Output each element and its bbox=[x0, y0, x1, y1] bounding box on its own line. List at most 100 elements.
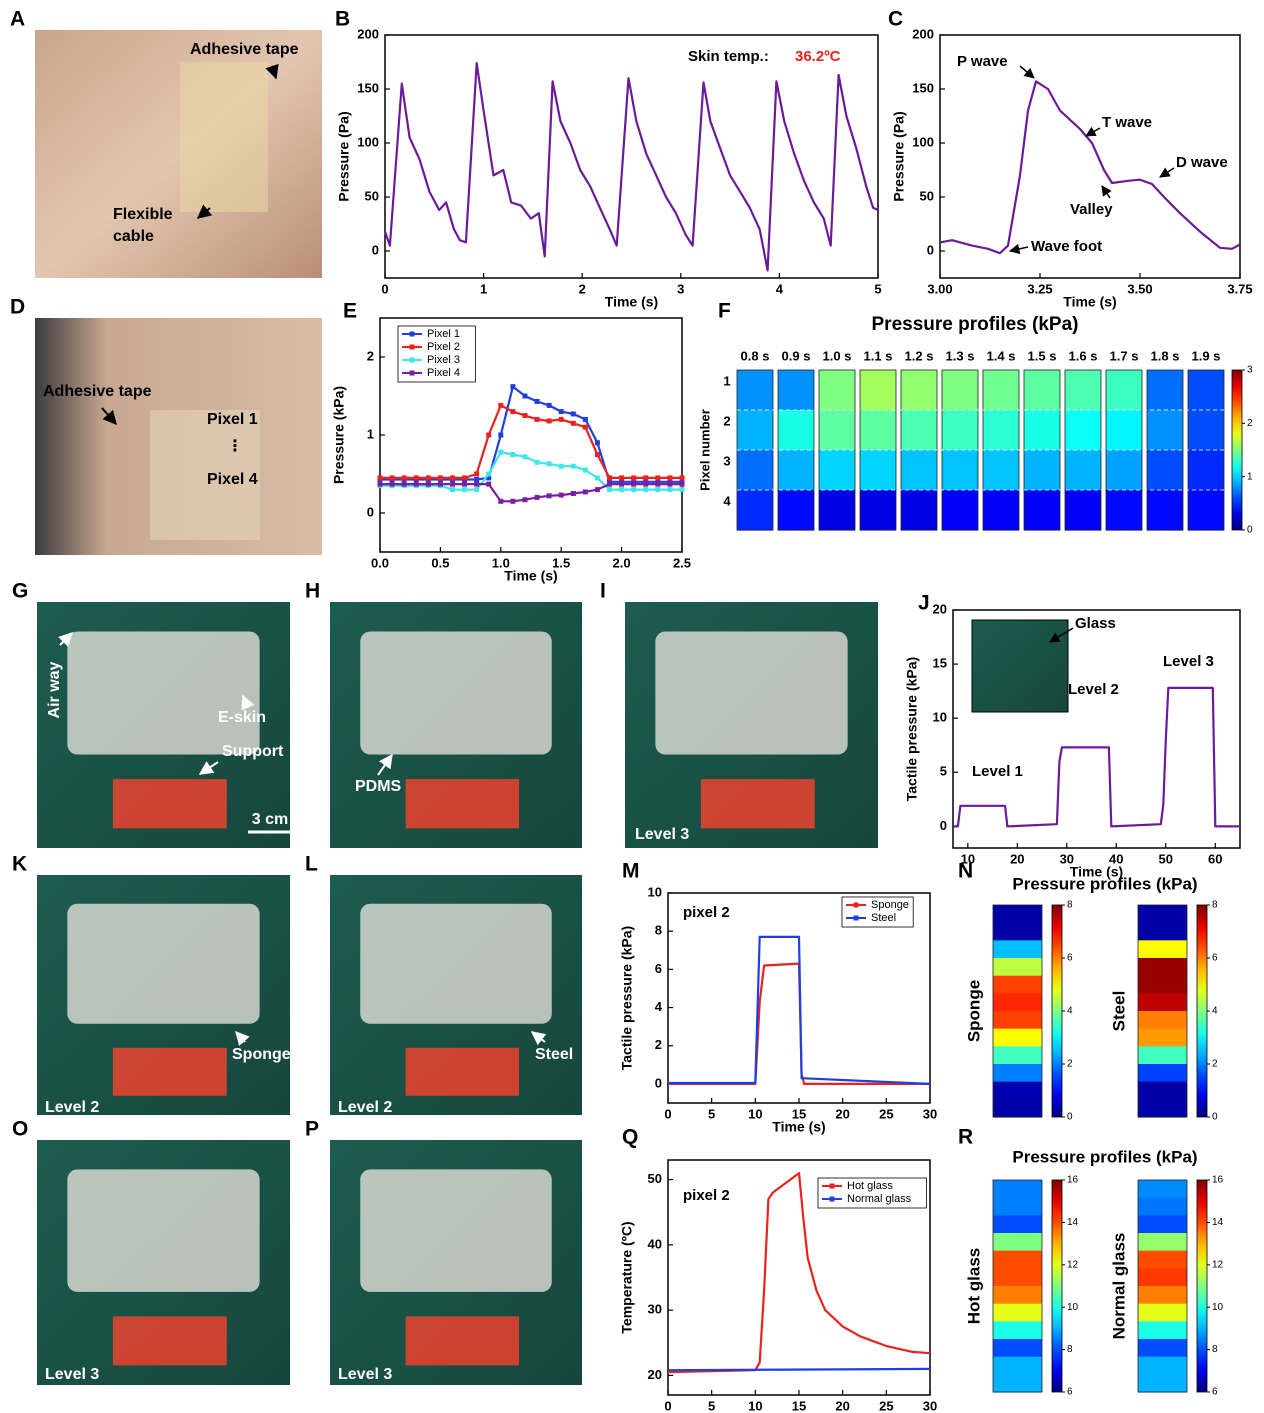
colorbar-tick-label: 10 bbox=[1067, 1302, 1079, 1313]
colorbar-tick-label: 4 bbox=[1067, 1006, 1073, 1017]
y-axis-label: Pressure (kPa) bbox=[331, 386, 347, 484]
heat-cell bbox=[993, 1064, 1042, 1082]
series-marker bbox=[378, 475, 383, 480]
x-tick-label: 20 bbox=[1010, 851, 1024, 866]
series-marker bbox=[559, 409, 564, 414]
red-support bbox=[113, 779, 227, 828]
series-marker bbox=[559, 493, 564, 498]
series-marker bbox=[607, 482, 612, 487]
heat-cell bbox=[1024, 370, 1060, 411]
heat-cell bbox=[1106, 450, 1142, 491]
legend-marker bbox=[410, 345, 415, 350]
legend-label: Pixel 4 bbox=[427, 367, 460, 379]
heat-cell bbox=[1188, 370, 1224, 411]
column-label: Normal glass bbox=[1109, 1233, 1128, 1340]
series-marker bbox=[414, 482, 419, 487]
series-marker bbox=[390, 475, 395, 480]
series-marker bbox=[643, 487, 648, 492]
x-tick-label: 0.5 bbox=[431, 555, 449, 570]
series-marker bbox=[655, 475, 660, 480]
colorbar-tick-label: 6 bbox=[1212, 1387, 1218, 1398]
legend-label: Sponge bbox=[871, 899, 909, 911]
series-marker bbox=[595, 487, 600, 492]
series-marker bbox=[667, 482, 672, 487]
photo-annotation: Level 3 bbox=[338, 1366, 392, 1383]
series-marker bbox=[438, 475, 443, 480]
series-marker bbox=[498, 403, 503, 408]
heat-cell bbox=[993, 940, 1042, 958]
x-tick-label: 10 bbox=[748, 1398, 762, 1413]
series-marker bbox=[522, 394, 527, 399]
gripper bbox=[360, 904, 552, 1024]
photo-annotation: Sponge bbox=[232, 1046, 291, 1063]
x-tick-label: 20 bbox=[835, 1106, 849, 1121]
heat-cell bbox=[1138, 1180, 1187, 1198]
series-marker bbox=[450, 475, 455, 480]
series-marker bbox=[619, 475, 624, 480]
row-label: 4 bbox=[723, 493, 731, 508]
series-marker bbox=[547, 461, 552, 466]
series-marker bbox=[390, 482, 395, 487]
x-tick-label: 0 bbox=[381, 281, 388, 296]
heat-cell bbox=[983, 450, 1019, 491]
heat-cell bbox=[860, 410, 896, 451]
panel-label: O bbox=[12, 1118, 28, 1141]
heat-cell bbox=[819, 410, 855, 451]
y-tick-label: 40 bbox=[648, 1236, 662, 1251]
y-tick-label: 8 bbox=[655, 923, 662, 938]
heat-cell bbox=[983, 410, 1019, 451]
heat-cell bbox=[1147, 490, 1183, 531]
legend-marker bbox=[410, 371, 415, 376]
x-axis-label: Time (s) bbox=[504, 568, 557, 584]
y-tick-label: 150 bbox=[912, 80, 934, 95]
colorbar-tick-label: 3 bbox=[1247, 365, 1253, 376]
y-tick-label: 1 bbox=[367, 426, 374, 441]
y-tick-label: 50 bbox=[648, 1171, 662, 1186]
heat-cell bbox=[1138, 1011, 1187, 1029]
panel-label: F bbox=[718, 300, 731, 323]
heat-cell bbox=[993, 1374, 1042, 1392]
series-marker bbox=[402, 482, 407, 487]
y-tick-label: 0 bbox=[372, 242, 379, 257]
photo-annotation: Level 2 bbox=[338, 1099, 392, 1116]
heat-cell bbox=[1138, 1064, 1187, 1082]
x-tick-label: 25 bbox=[879, 1398, 893, 1413]
series-marker bbox=[643, 482, 648, 487]
x-tick-label: 20 bbox=[835, 1398, 849, 1413]
photo-annotation: cable bbox=[113, 228, 154, 245]
colorbar-tick-label: 12 bbox=[1212, 1259, 1224, 1270]
heat-cell bbox=[1106, 410, 1142, 451]
x-tick-label: 60 bbox=[1208, 851, 1222, 866]
x-tick-label: 0 bbox=[664, 1398, 671, 1413]
heat-cell bbox=[1024, 410, 1060, 451]
series-marker bbox=[510, 452, 515, 457]
panel-label: J bbox=[918, 592, 930, 615]
row-label: 2 bbox=[723, 413, 730, 428]
column-label: 1.0 s bbox=[823, 348, 852, 363]
arrow bbox=[1102, 186, 1110, 198]
heat-cell bbox=[778, 410, 814, 451]
colorbar bbox=[1052, 905, 1062, 1117]
series-marker bbox=[486, 433, 491, 438]
heat-cell bbox=[993, 1321, 1042, 1339]
x-tick-label: 30 bbox=[923, 1106, 937, 1121]
x-tick-label: 50 bbox=[1159, 851, 1173, 866]
inset-photo bbox=[972, 620, 1068, 712]
series-marker bbox=[450, 487, 455, 492]
series-marker bbox=[547, 418, 552, 423]
y-tick-label: 4 bbox=[655, 999, 663, 1014]
photo-annotation: PDMS bbox=[355, 778, 402, 795]
photo-annotation: ⋮ bbox=[227, 438, 243, 455]
heat-cell bbox=[942, 490, 978, 531]
column-label: 1.7 s bbox=[1110, 348, 1139, 363]
gripper bbox=[67, 904, 259, 1024]
photo-annotation: 3 cm bbox=[252, 811, 288, 828]
red-support bbox=[406, 1048, 519, 1096]
heatmap-title: Pressure profiles (kPa) bbox=[1012, 1147, 1197, 1166]
y-tick-label: 20 bbox=[648, 1367, 662, 1382]
heat-cell bbox=[737, 490, 773, 531]
y-axis-label: Tactile pressure (kPa) bbox=[619, 926, 635, 1070]
heat-cell bbox=[993, 1046, 1042, 1064]
colorbar-tick-label: 2 bbox=[1212, 1059, 1218, 1070]
x-tick-label: 2 bbox=[579, 281, 586, 296]
